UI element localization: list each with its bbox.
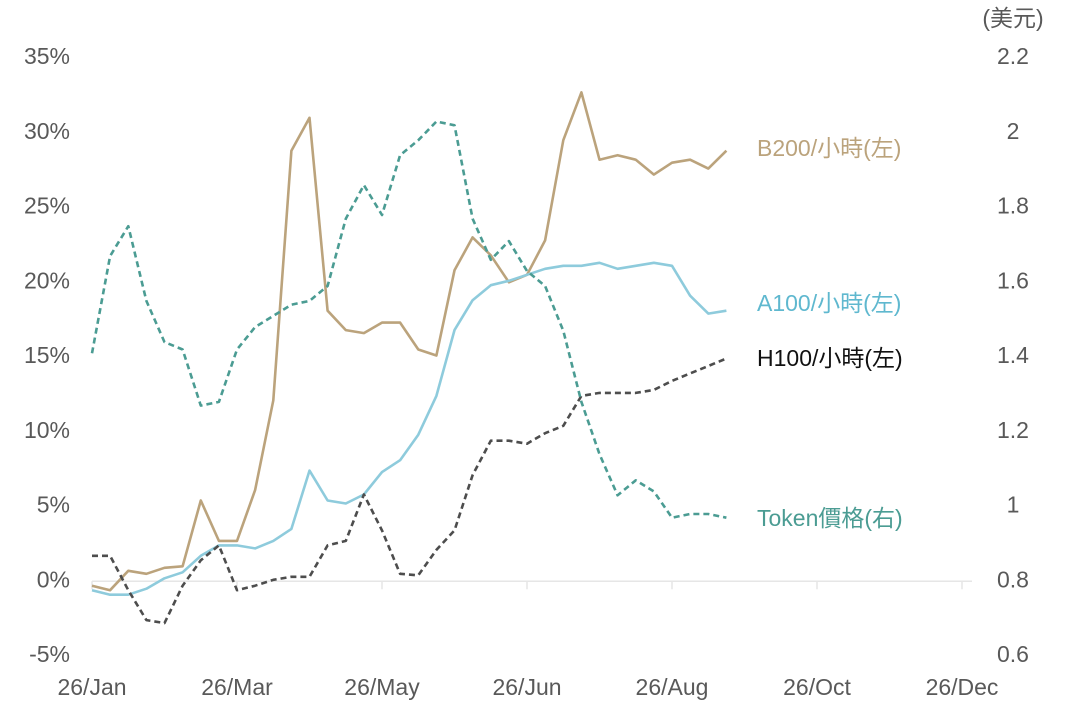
series-label: Token價格(右) xyxy=(757,505,903,531)
x-tick-label: 26/Jan xyxy=(57,674,126,700)
y-tick-label: -5% xyxy=(29,641,70,667)
y2-axis-unit: (美元) xyxy=(982,5,1043,31)
x-tick-label: 26/Jun xyxy=(492,674,561,700)
y-tick-label: 10% xyxy=(24,417,70,443)
series-line xyxy=(91,261,727,596)
y-tick-label: 25% xyxy=(24,193,70,219)
y-tick-label: 0% xyxy=(37,566,70,592)
y2-tick-label: 1 xyxy=(1007,492,1020,518)
y2-tick-label: 1.8 xyxy=(997,193,1029,219)
series-line xyxy=(92,357,727,625)
x-tick-label: 26/May xyxy=(344,674,420,700)
y2-tick-label: 1.6 xyxy=(997,267,1029,293)
y2-tick-label: 2 xyxy=(1007,118,1020,144)
x-tick-label: 26/Mar xyxy=(201,674,273,700)
x-tick-label: 26/Dec xyxy=(926,674,999,700)
series-line xyxy=(90,120,727,519)
series-label: B200/小時(左) xyxy=(757,135,901,161)
series-label: H100/小時(左) xyxy=(757,345,903,371)
y2-tick-label: 1.4 xyxy=(997,342,1029,368)
y2-tick-label: 2.2 xyxy=(997,43,1029,69)
y-tick-label: 35% xyxy=(24,43,70,69)
y-tick-label: 30% xyxy=(24,118,70,144)
y2-tick-label: 0.6 xyxy=(997,641,1029,667)
y-tick-label: 5% xyxy=(37,492,70,518)
y2-tick-label: 0.8 xyxy=(997,566,1029,592)
x-tick-label: 26/Oct xyxy=(783,674,851,700)
y-tick-label: 20% xyxy=(24,267,70,293)
y2-tick-label: 1.2 xyxy=(997,417,1029,443)
series-label: A100/小時(左) xyxy=(757,290,901,316)
y-tick-label: 15% xyxy=(24,342,70,368)
x-tick-label: 26/Aug xyxy=(636,674,709,700)
series-line xyxy=(91,91,728,592)
